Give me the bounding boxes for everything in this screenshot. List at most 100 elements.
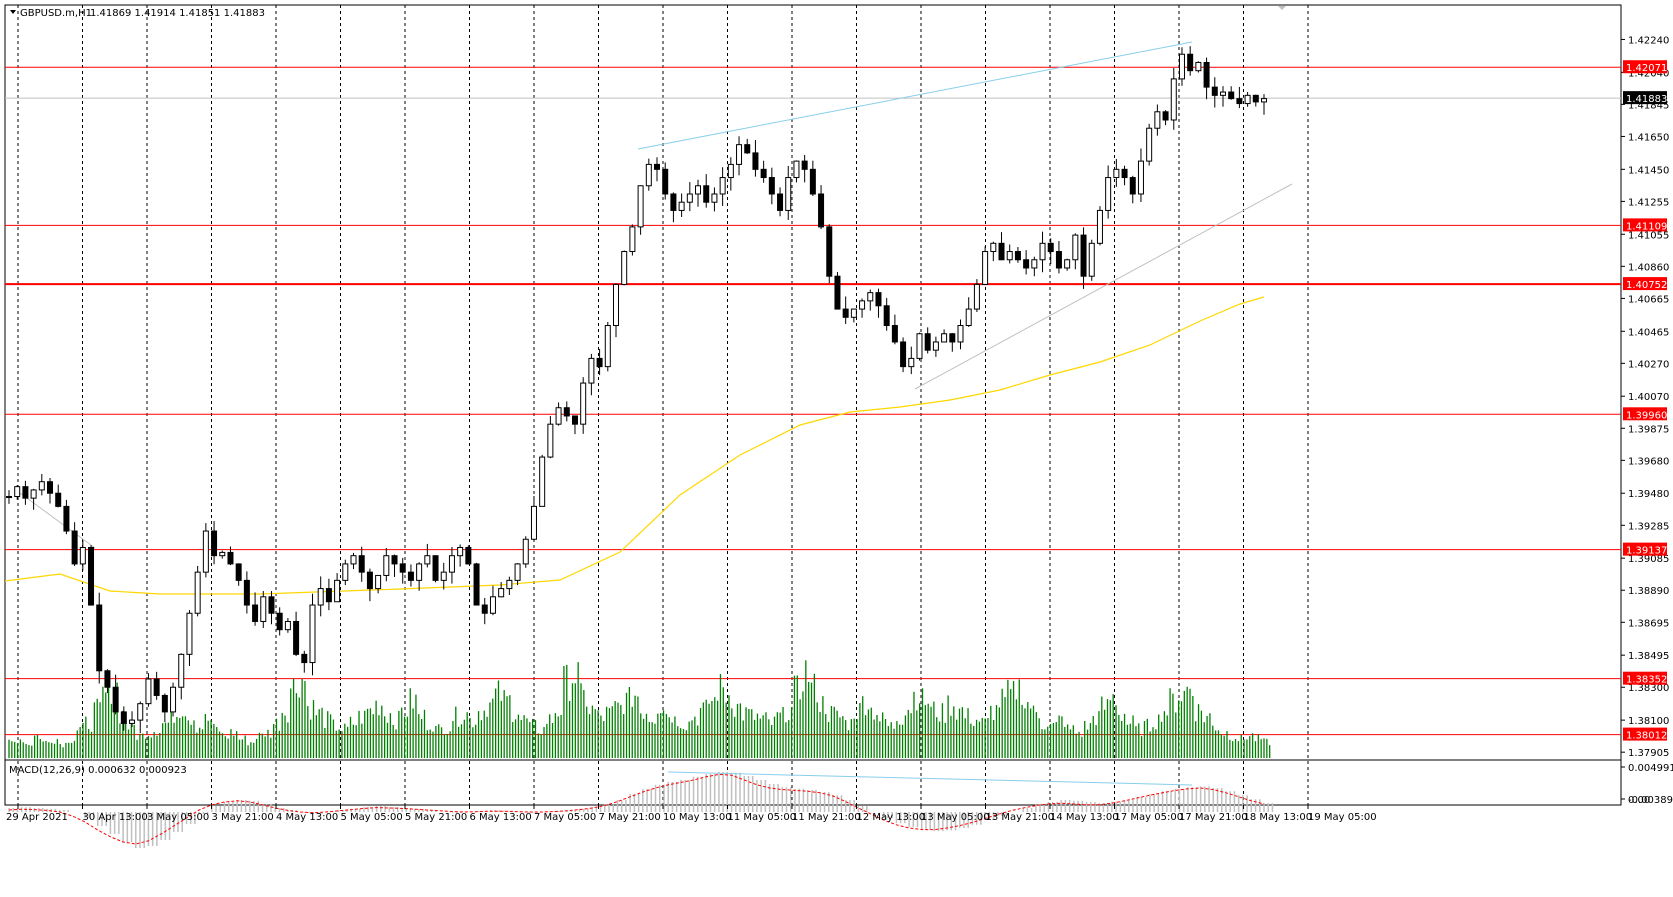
candle-body	[571, 415, 578, 425]
candle-body	[711, 193, 718, 203]
grid-layer	[17, 5, 1309, 805]
candle-body	[317, 588, 324, 606]
x-tick-label: 3 May 21:00	[212, 812, 274, 823]
candle-body	[883, 305, 890, 327]
level-label-bg	[1623, 407, 1667, 421]
candle-body	[670, 193, 677, 211]
candle-body	[38, 481, 45, 491]
candle-body	[1088, 242, 1095, 277]
candle-body	[1047, 242, 1054, 253]
level-label: 1.38012	[1626, 731, 1667, 742]
candle-body	[629, 226, 636, 253]
resistance-trendline	[637, 41, 1193, 150]
level-labels: 1.42071 1.41109 1.40752 1.39960 1.39137 1.383…	[1623, 60, 1667, 742]
candle-body	[366, 571, 373, 590]
candle-body	[194, 571, 201, 614]
y-tick-label: 1.41055	[1628, 230, 1669, 241]
candle-body	[161, 694, 168, 713]
support-trendline	[914, 183, 1293, 390]
y-tick-label: 1.42040	[1628, 68, 1669, 79]
current-price-bg	[1623, 91, 1667, 105]
early-trendline	[19, 492, 96, 549]
candle-body	[309, 604, 316, 664]
candle-body	[1261, 98, 1267, 103]
volume-bars	[8, 660, 1271, 758]
candle-body	[202, 530, 209, 573]
candle-body	[859, 300, 866, 310]
candle-body	[1023, 259, 1030, 269]
candle-body	[1137, 160, 1144, 195]
candle-body	[96, 604, 103, 672]
candle-body	[686, 193, 693, 203]
candle-body	[170, 686, 177, 713]
y-tick-label: 1.38695	[1628, 618, 1669, 629]
candle-body	[473, 563, 480, 606]
candle-body	[465, 546, 472, 565]
candle-body	[350, 555, 357, 565]
y-tick-label: 1.40270	[1628, 359, 1669, 370]
y-tick-label: 1.39085	[1628, 554, 1669, 565]
candle-body	[407, 571, 414, 581]
candle-body	[793, 160, 800, 179]
candle-body	[268, 596, 275, 614]
candle-body	[104, 670, 111, 688]
level-label: 1.39137	[1626, 546, 1667, 557]
candle-body	[55, 492, 62, 507]
candle-body	[695, 185, 702, 195]
candle-body	[424, 555, 431, 565]
candle-body	[88, 546, 95, 606]
candle-body	[654, 163, 661, 170]
candle-body	[604, 325, 611, 368]
candle-body	[703, 185, 710, 203]
level-label: 1.38352	[1626, 675, 1667, 686]
candle-body	[301, 653, 308, 664]
candle-body	[949, 333, 956, 343]
candle-body	[957, 325, 964, 343]
x-tick-label: 7 May 21:00	[599, 812, 661, 823]
y-tick-label: 1.39875	[1628, 424, 1669, 435]
x-tick-label: 17 May 21:00	[1179, 812, 1248, 823]
level-lines	[5, 66, 1621, 736]
level-label: 1.41109	[1626, 221, 1667, 232]
candle-body	[22, 486, 29, 499]
candle-body	[145, 678, 152, 705]
shift-marker-icon[interactable]	[1278, 6, 1286, 10]
dropdown-triangle-icon[interactable]	[10, 10, 16, 14]
candle-body	[489, 596, 496, 614]
candle-body	[1129, 177, 1136, 195]
candle-body	[342, 563, 349, 581]
x-tick-label: 6 May 13:00	[470, 812, 532, 823]
candle-body	[768, 177, 775, 195]
y-tick-label: 1.38495	[1628, 651, 1669, 662]
candle-body	[924, 333, 931, 351]
candle-body	[1244, 94, 1251, 105]
macd-trendline	[667, 771, 1193, 786]
x-tick-label: 5 May 21:00	[405, 812, 467, 823]
candle-body	[293, 620, 300, 655]
candle-body	[777, 193, 784, 211]
candle-body	[1211, 86, 1218, 96]
y-tick-label: 1.39285	[1628, 521, 1669, 532]
current-price-label: 1.41883	[1626, 94, 1667, 105]
candle-body	[916, 333, 923, 359]
macd-y-tick-label: 0.00	[1628, 795, 1650, 806]
level-label: 1.42071	[1626, 63, 1667, 74]
candle-body	[448, 555, 455, 573]
candle-body	[826, 226, 833, 277]
candle-body	[1072, 234, 1079, 261]
ma-line	[4, 296, 1265, 595]
y-tick-label: 1.41450	[1628, 165, 1669, 176]
candle-body	[219, 551, 226, 557]
candle-body	[1039, 242, 1046, 261]
candle-body	[752, 152, 759, 170]
x-tick-label: 14 May 13:00	[1050, 812, 1119, 823]
level-label-bg	[1623, 542, 1667, 556]
candle-body	[6, 496, 12, 499]
candle-body	[662, 168, 669, 195]
price-axis: 1.42240 1.42040 1.41845 1.41650 1.41450 1.412…	[1621, 35, 1673, 806]
candle-body	[760, 168, 767, 179]
candle-body	[63, 505, 70, 532]
candle-body	[71, 530, 78, 565]
macd-y-tick-label: -0.00389	[1628, 795, 1673, 806]
